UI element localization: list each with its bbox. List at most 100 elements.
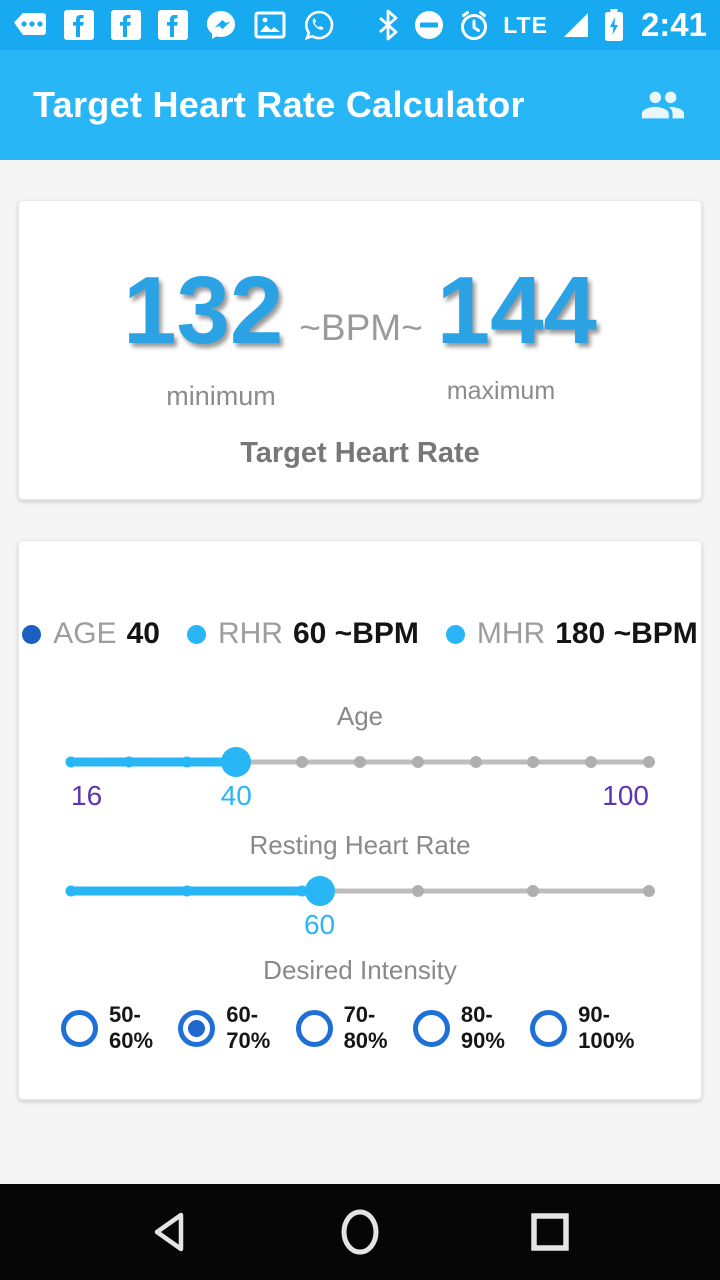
back-button[interactable] (140, 1202, 200, 1262)
legend-label: RHR (217, 617, 283, 650)
resting-heart-rate-slider[interactable] (65, 873, 655, 909)
slider-tick[interactable] (354, 756, 366, 768)
android-nav-bar (0, 1184, 720, 1280)
intensity-option-label: 60-70% (226, 1002, 271, 1053)
age-slider[interactable] (65, 744, 655, 780)
rhr-slider-active-track (71, 886, 320, 896)
alarm-clock-icon (461, 11, 488, 40)
intensity-option[interactable]: 70-80% (295, 1002, 413, 1054)
intensity-option[interactable]: 50-60% (61, 1002, 178, 1054)
age-slider-active-track (71, 757, 237, 767)
bluetooth-icon (379, 9, 398, 41)
slider-tick[interactable] (411, 756, 424, 768)
age-slider-scale: 16 40 100 (71, 780, 649, 814)
age-min-label: 16 (71, 780, 103, 811)
bpm-captions: minimum maximum (19, 377, 701, 411)
maximum-bpm-value: 144 (436, 257, 597, 364)
system-icons: LTE 2:41 (376, 6, 707, 44)
intensity-option-label: 50-60% (109, 1002, 154, 1053)
signal-icon (563, 13, 588, 37)
intensity-option[interactable]: 90-100% (530, 1002, 659, 1054)
legend-dot-icon (22, 624, 42, 644)
age-max-label: 100 (602, 780, 649, 811)
facebook-icon (158, 10, 188, 40)
people-button[interactable] (639, 81, 687, 129)
slider-tick[interactable] (527, 885, 540, 897)
age-current-value: 40 (220, 780, 252, 811)
slider-tick[interactable] (296, 756, 309, 768)
clock-time: 2:41 (640, 6, 707, 43)
app-bar: Target Heart Rate Calculator (0, 50, 720, 160)
back-icon (154, 1212, 184, 1252)
facebook-icon (111, 10, 141, 40)
card-title: Target Heart Rate (240, 437, 480, 469)
radio-button[interactable] (178, 1009, 216, 1047)
home-button[interactable] (330, 1202, 390, 1262)
intensity-radio-group: 50-60% 60-70% 70-80% 80-90% 90-100% (61, 1002, 659, 1054)
do-not-disturb-icon (415, 11, 444, 39)
bpm-unit-label: ~BPM~ (299, 307, 423, 348)
rhr-slider-label: Resting Heart Rate (249, 830, 471, 860)
recents-button[interactable] (520, 1202, 580, 1262)
legend-item: AGE 40 (22, 617, 160, 651)
radio-button[interactable] (412, 1009, 450, 1047)
intensity-option[interactable]: 80-90% (412, 1002, 530, 1054)
rhr-slider-scale: 60 (71, 909, 649, 943)
calculator-inputs-card: AGE 40 RHR 60 ~BPM MHR 180 ~BPM Age 16 4… (18, 540, 702, 1100)
rhr-slider-thumb[interactable] (304, 876, 335, 906)
legend-item: MHR 180 ~BPM (445, 617, 698, 651)
legend-value: 40 (126, 617, 160, 650)
lte-indicator: LTE (503, 11, 548, 38)
intensity-option[interactable]: 60-70% (178, 1002, 295, 1054)
radio-button[interactable] (530, 1009, 568, 1047)
status-bar: LTE 2:41 (0, 0, 720, 50)
slider-tick[interactable] (643, 885, 655, 897)
intensity-label: Desired Intensity (263, 955, 457, 985)
legend-value: 60 ~BPM (292, 617, 419, 650)
messenger-icon (207, 11, 235, 39)
slider-tick[interactable] (411, 885, 424, 897)
intensity-option-label: 90-100% (578, 1002, 635, 1053)
legend-value: 180 ~BPM (555, 617, 698, 650)
intensity-option-label: 80-90% (460, 1002, 505, 1053)
slider-tick[interactable] (585, 756, 598, 768)
rhr-current-value: 60 (303, 909, 336, 940)
rhr-slider-track[interactable] (71, 888, 649, 894)
slider-tick[interactable] (65, 756, 77, 768)
whatsapp-icon (304, 10, 334, 41)
slider-tick[interactable] (181, 885, 193, 897)
slider-tick[interactable] (643, 756, 655, 768)
target-heart-rate-card: 132 ~BPM~ 144 minimum maximum Target Hea… (18, 200, 702, 500)
age-slider-label: Age (336, 701, 384, 731)
slider-tick[interactable] (296, 885, 308, 897)
legend-item: RHR 60 ~BPM (186, 617, 419, 651)
age-slider-thumb[interactable] (221, 747, 252, 777)
page-title: Target Heart Rate Calculator (33, 84, 525, 125)
slider-tick[interactable] (181, 756, 193, 768)
slider-tick[interactable] (123, 756, 135, 768)
slider-tick[interactable] (65, 885, 77, 897)
gallery-icon (254, 11, 286, 39)
radio-button[interactable] (61, 1009, 98, 1047)
notification-icons (13, 9, 335, 41)
intensity-option-label: 70-80% (343, 1002, 388, 1053)
battery-charging-icon (604, 9, 623, 41)
legend-row: AGE 40 RHR 60 ~BPM MHR 180 ~BPM (19, 541, 701, 651)
legend-dot-icon (186, 624, 206, 644)
minimum-caption: minimum (166, 381, 276, 411)
slider-tick[interactable] (469, 756, 482, 768)
bpm-result-row: 132 ~BPM~ 144 (19, 201, 701, 359)
people-icon (641, 91, 685, 119)
home-icon (341, 1209, 379, 1255)
facebook-icon (64, 10, 94, 40)
messages-icon (14, 13, 46, 35)
radio-selected-dot (188, 1019, 206, 1037)
recents-icon (531, 1213, 569, 1251)
legend-dot-icon (445, 624, 465, 644)
legend-label: MHR (476, 617, 546, 650)
minimum-bpm-value: 132 (123, 257, 284, 364)
radio-button[interactable] (295, 1009, 333, 1047)
legend-label: AGE (53, 617, 117, 650)
slider-tick[interactable] (527, 756, 540, 768)
